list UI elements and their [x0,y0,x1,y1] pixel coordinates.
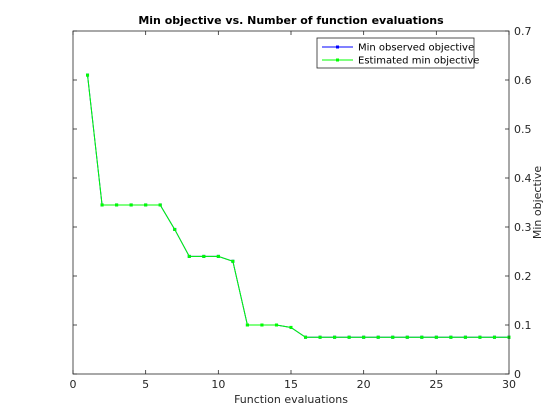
y-tick-label: 0.2 [514,270,532,283]
data-point [202,254,206,258]
data-point [304,335,308,339]
data-point [434,335,438,339]
data-point [260,323,264,327]
legend-swatch-marker [336,58,339,62]
legend-box [316,37,475,69]
x-tick-label: 0 [70,378,77,391]
data-point [274,323,278,327]
chart-title: Min objective vs. Number of function eva… [138,14,444,27]
data-point [231,259,235,263]
data-point [115,203,119,207]
data-point [376,335,380,339]
data-point [86,73,90,77]
y-tick-label: 0.3 [514,221,532,234]
data-point [289,325,293,329]
data-point [333,335,337,339]
legend-item: Min observed objective [322,43,474,54]
data-point [216,254,220,258]
data-point [478,335,482,339]
x-tick-label: 10 [211,378,225,391]
series-line [87,75,509,338]
data-point [318,335,322,339]
data-point [420,335,424,339]
x-tick-label: 15 [284,378,298,391]
legend-label: Estimated min objective [358,56,479,67]
data-point [158,203,162,207]
x-tick-label: 5 [142,378,149,391]
y-tick-label: 0.7 [514,25,532,38]
data-point [187,254,191,258]
plot-background [73,31,509,374]
data-point [492,335,496,339]
data-point [100,203,104,207]
y-tick-label: 0.5 [514,123,532,136]
data-point [405,335,409,339]
series-layer [86,73,511,339]
data-point [245,323,249,327]
data-point [129,203,133,207]
data-point [391,335,395,339]
y-tick-label: 0 [514,368,521,381]
data-point [347,335,351,339]
x-axis-title: Function evaluations [234,393,348,406]
data-point [173,227,177,231]
x-tick-label: 20 [357,378,371,391]
y-tick-label: 0.6 [514,74,532,87]
x-tick-label: 30 [502,378,516,391]
y-axis-title: Min objective [531,166,544,239]
y-tick-label: 0.1 [514,319,532,332]
legend: Min observed objective Estimated min obje… [316,37,479,69]
data-point [463,335,467,339]
legend-label: Min observed objective [358,43,474,54]
data-point [362,335,366,339]
x-tick-label: 25 [429,378,443,391]
y-tick-label: 0.4 [514,172,532,185]
data-point [449,335,453,339]
legend-item: Estimated min objective [322,56,479,67]
legend-swatch-marker [336,45,339,49]
plot-area [73,31,509,374]
data-point [144,203,148,207]
